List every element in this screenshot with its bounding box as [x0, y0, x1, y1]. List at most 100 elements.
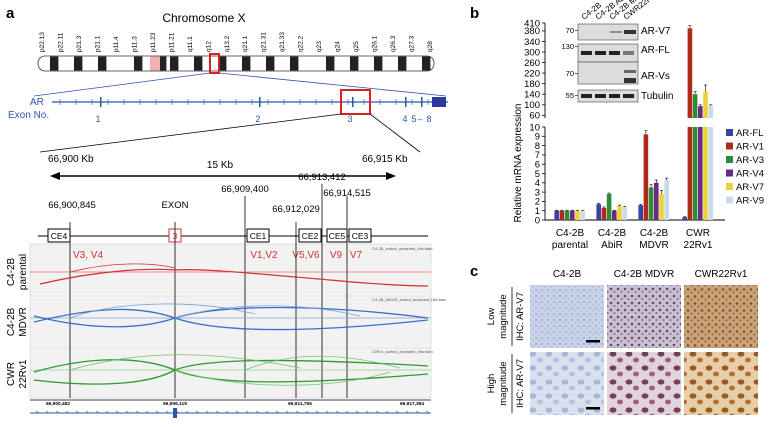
sashimi-track-area	[29, 243, 432, 399]
exon-box-label: CE2	[302, 231, 319, 241]
row-stain: IHC: AR-V7	[515, 359, 526, 408]
y-tick-label: 8	[535, 141, 540, 152]
exon-box-label: CE1	[250, 231, 267, 241]
band-label: q22.2	[298, 35, 305, 52]
category-label: 22Rv1	[684, 240, 713, 251]
bar	[692, 94, 698, 118]
ihc-image	[684, 285, 758, 348]
bar	[664, 180, 669, 220]
bar	[622, 206, 627, 220]
coordinate-label: 66,912,029	[272, 204, 320, 215]
track-name: C4-2B_sorted_accepted_hits.bam	[372, 246, 433, 251]
exon-number: 3	[347, 114, 352, 124]
panel-a-label: a	[6, 5, 15, 22]
row-mag-2: magnitude	[498, 361, 509, 405]
band-label: q23	[316, 41, 323, 52]
legend-label: AR-V7	[736, 182, 764, 193]
y-tick-label: 6	[535, 160, 540, 171]
bar	[580, 210, 585, 220]
y-tick-label: 220	[524, 68, 540, 79]
coordinate-label: EXON	[162, 200, 189, 211]
category-label: AbiR	[601, 240, 623, 251]
y-tick-label: 300	[524, 47, 540, 58]
scale-bar	[586, 340, 600, 343]
bar	[654, 182, 659, 220]
exon-number: 8	[426, 114, 431, 124]
coordinate-guide-lines	[69, 184, 348, 398]
bar-lower-segment	[687, 127, 693, 220]
sample-label-line2: parental	[18, 254, 29, 290]
variant-label: V9	[330, 250, 343, 261]
legend-swatch	[726, 196, 733, 204]
genome-axis-ticks: 66,900,482 66,906,119 66,911,756 66,917,394	[46, 401, 424, 407]
variant-label: V3, V4	[73, 250, 103, 261]
scale-arrow	[50, 172, 396, 180]
mdvr-sashimi-track	[30, 303, 431, 331]
band-label: q28	[427, 41, 434, 52]
bar	[682, 217, 687, 220]
legend-swatch	[726, 129, 733, 136]
bar	[559, 210, 565, 220]
band-label: p22.13	[39, 32, 46, 52]
track-file-names: C4-2B_sorted_accepted_hits.bam C4-2B_MDVR…	[372, 246, 447, 354]
bar-lower-segment	[698, 127, 703, 220]
band-label: q12	[205, 41, 212, 52]
y-axis-label: Relative mRNA expression	[513, 104, 524, 223]
legend-swatch	[726, 156, 733, 163]
y-tick-label: 3	[535, 187, 540, 198]
bar	[596, 204, 601, 220]
band-label: p11.21	[168, 32, 175, 52]
variant-label: V7	[350, 250, 363, 261]
bar	[575, 210, 580, 220]
y-tick-label: 1	[535, 206, 540, 217]
legend-swatch	[726, 169, 733, 177]
coordinate-label: 66,914,515	[323, 188, 371, 199]
blot-marker: 55	[566, 91, 574, 100]
track-name: 22Rv1_sorted_accepted_hits.bam	[372, 349, 433, 354]
exon-number: –	[417, 114, 422, 124]
band-label: q21.1	[242, 35, 249, 52]
band-label: q24	[335, 41, 342, 52]
band-label: q25	[353, 41, 360, 52]
band-label: q21.33	[279, 32, 286, 52]
band-label: q26.1	[372, 35, 379, 52]
band-label: p21.3	[76, 35, 83, 52]
y-tick-label: 10	[529, 122, 540, 133]
band-label: q13.2	[224, 35, 231, 52]
exon-number: 5	[411, 114, 416, 124]
panel-c-label: c	[470, 263, 478, 280]
ihc-image	[530, 285, 604, 348]
category-label: C4-2B	[598, 228, 627, 239]
legend-swatch	[726, 183, 733, 190]
variant-labels: V3, V4 V1,V2 V5,V6 V9 V7	[73, 250, 363, 261]
band-label: q21.31	[261, 32, 268, 52]
y-tick-label: 340	[524, 37, 540, 48]
coordinate-label: 66,909,400	[221, 184, 269, 195]
bar-lower-segment	[692, 127, 698, 220]
bar	[648, 187, 654, 220]
ihc-image	[684, 352, 758, 415]
chromosome-ideogram	[37, 53, 435, 74]
y-tick-label: 180	[524, 79, 540, 90]
bar	[606, 193, 612, 220]
range-right: 66,915 Kb	[362, 154, 408, 165]
bar	[612, 210, 617, 220]
bar	[687, 28, 693, 118]
scale-bar	[586, 407, 600, 410]
blot-marker: 130	[561, 42, 574, 51]
parental-sashimi-track	[30, 263, 431, 287]
blot-label: AR-Vs	[641, 71, 670, 82]
y-tick-label: 380	[524, 26, 540, 37]
category-label: CWR	[686, 228, 710, 239]
exon-box-label: CE4	[51, 231, 68, 241]
sample-label-line2: 22Rv1	[18, 359, 29, 388]
gene-name: AR	[30, 97, 44, 108]
y-tick-label: 2	[535, 197, 540, 208]
bar	[643, 134, 649, 220]
bar	[617, 206, 622, 220]
band-label: q26.3	[390, 35, 397, 52]
band-label: p11.23	[150, 32, 157, 52]
category-label: C4-2B	[556, 228, 585, 239]
